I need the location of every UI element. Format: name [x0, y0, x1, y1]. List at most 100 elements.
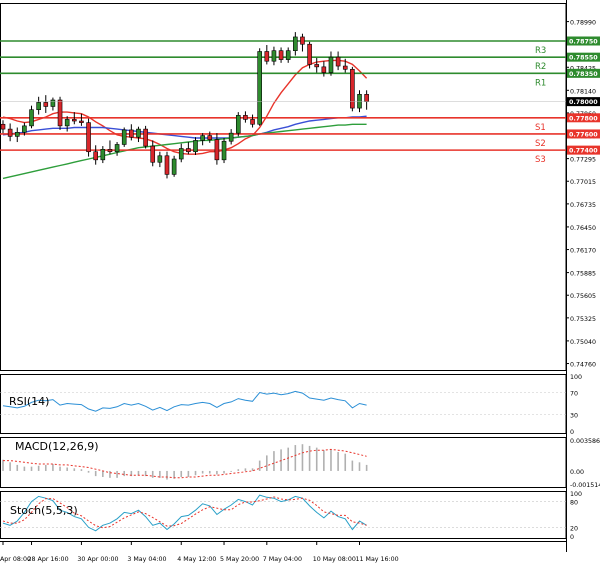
- rsi-line: [2, 390, 367, 412]
- candle-bull: [114, 144, 120, 153]
- price-tick-label: 0.78990: [570, 20, 596, 27]
- candle-bear: [335, 56, 341, 67]
- candle-bear: [314, 64, 320, 68]
- stoch-signal-line: [2, 496, 367, 529]
- candle-bear: [342, 65, 348, 70]
- candle-bull: [228, 132, 234, 142]
- candle-bear: [350, 68, 355, 109]
- rsi-panel[interactable]: 100 70 30 0 RSI(14): [0, 374, 582, 436]
- macd-signal-line: [3, 448, 367, 479]
- candle-bear: [243, 115, 248, 120]
- stoch-tick-label: 80: [570, 500, 578, 507]
- level-price-tag: [567, 36, 600, 46]
- level-price-value: 0.78550: [569, 55, 598, 62]
- level-price-value: 0.78750: [569, 38, 598, 45]
- level-price-value: 0.77800: [569, 115, 598, 122]
- candle-bull: [29, 109, 34, 127]
- time-tick-label: 3 May 04:00: [127, 556, 166, 563]
- candle-bull: [50, 99, 56, 107]
- macd-panel[interactable]: 0.003586 0.00 -0.001514 MACD(12,26,9): [2, 438, 600, 489]
- candle-bear: [0, 123, 6, 130]
- candle-bull: [136, 128, 141, 138]
- candle-bear: [207, 135, 213, 140]
- candle-bear: [7, 128, 13, 137]
- level-name-s2: S2: [535, 139, 546, 149]
- price-tick-label: 0.75885: [570, 271, 596, 278]
- candle-bear: [57, 99, 63, 127]
- stoch-tick-label: 0: [570, 534, 574, 541]
- candle-bear: [143, 128, 148, 147]
- price-panel[interactable]: 0.789900.785650.784250.781400.778600.775…: [0, 20, 600, 369]
- macd-tick-label: -0.001514: [570, 482, 600, 489]
- candle-bull: [171, 158, 177, 175]
- time-tick-label: 10 May 08:00: [313, 556, 356, 563]
- moving-average-line: [2, 59, 368, 155]
- candle-bull: [293, 36, 298, 51]
- stoch-tick-label: 100: [570, 491, 582, 498]
- level-name-s1: S1: [535, 123, 546, 133]
- candle-bull: [178, 148, 184, 160]
- stoch-main-line: [2, 494, 367, 532]
- rsi-label: RSI(14): [9, 395, 49, 408]
- candle-bull: [357, 94, 362, 109]
- candle-bull: [22, 125, 27, 133]
- price-tick-label: 0.74760: [570, 362, 596, 369]
- candle-bear: [250, 119, 255, 125]
- stoch-tick-label: 20: [570, 525, 578, 532]
- candle-bull: [157, 155, 163, 163]
- level-price-tag: [567, 113, 600, 123]
- current-price-tag: [567, 97, 600, 107]
- candle-bull: [64, 119, 70, 127]
- level-price-tag: [567, 129, 600, 139]
- candle-bull: [193, 140, 198, 153]
- price-tick-label: 0.77015: [570, 179, 596, 186]
- rsi-tick-label: 30: [570, 413, 578, 420]
- level-name-r1: R1: [535, 78, 546, 88]
- panel-frames: [0, 0, 567, 552]
- level-price-tag: [567, 68, 600, 78]
- time-tick-label: Apr 08:00: [0, 556, 31, 563]
- level-name-r2: R2: [535, 62, 546, 72]
- candle-bear: [107, 149, 113, 153]
- level-name-s3: S3: [535, 155, 546, 165]
- price-tick-label: 0.75040: [570, 339, 596, 346]
- price-tick-label: 0.75325: [570, 316, 596, 323]
- time-tick-label: 5 May 20:00: [220, 556, 259, 563]
- price-tick-label: 0.78425: [570, 65, 596, 72]
- moving-average-line: [2, 123, 367, 180]
- candle-bear: [129, 129, 134, 138]
- candle-bear: [364, 94, 369, 102]
- candle-bear: [86, 122, 91, 153]
- price-tick-label: 0.75605: [570, 293, 596, 300]
- candle-bull: [235, 115, 241, 134]
- candle-bull: [285, 50, 291, 60]
- level-price-tag: [567, 52, 600, 62]
- candle-bull: [36, 102, 41, 111]
- price-tick-label: 0.76735: [570, 202, 596, 209]
- rsi-tick-label: 70: [570, 391, 578, 398]
- time-tick-label: 7 May 04:00: [263, 556, 302, 563]
- candle-bull: [221, 140, 227, 161]
- time-tick-label: 30 Apr 00:00: [77, 556, 118, 563]
- candle-bull: [14, 132, 20, 137]
- candle-bear: [150, 145, 156, 163]
- panel-frame-stoch: [0, 491, 567, 539]
- candle-bear: [307, 43, 312, 65]
- macd-tick-label: 0.00: [570, 469, 584, 476]
- price-tick-label: 0.76450: [570, 225, 596, 232]
- moving-average-line: [2, 115, 367, 139]
- candle-bull: [271, 50, 277, 62]
- candle-bear: [164, 155, 170, 175]
- candle-bull: [121, 129, 127, 145]
- rsi-tick-label: 100: [570, 374, 582, 381]
- current-price-value: 0.78000: [569, 99, 598, 106]
- candle-bull: [100, 149, 106, 161]
- candle-bear: [43, 102, 49, 107]
- level-name-r3: R3: [535, 46, 546, 56]
- stoch-label: Stoch(5,5,3): [10, 504, 78, 517]
- stoch-panel[interactable]: 100 80 20 0 Stoch(5,5,3): [0, 491, 582, 541]
- time-tick-label: 11 May 16:00: [356, 556, 399, 563]
